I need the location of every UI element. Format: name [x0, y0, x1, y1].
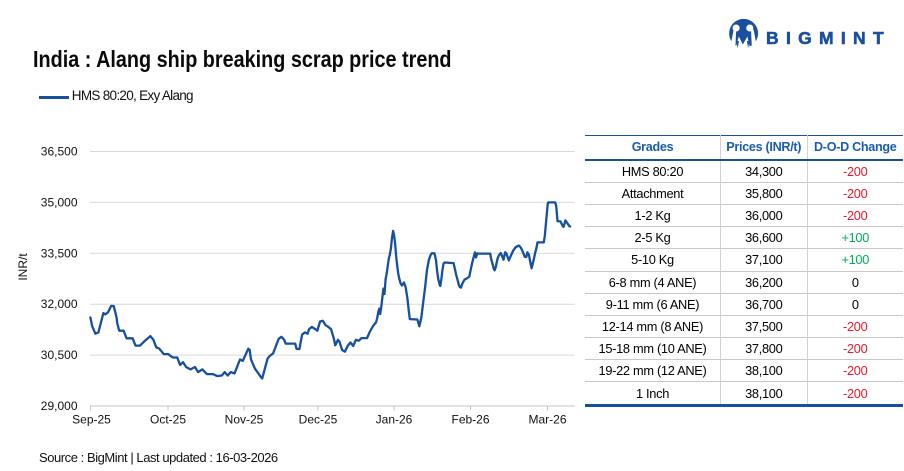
- svg-text:33,500: 33,500: [41, 246, 78, 260]
- svg-text:35,000: 35,000: [41, 195, 78, 209]
- svg-text:32,000: 32,000: [41, 297, 78, 311]
- svg-text:Jan-26: Jan-26: [376, 413, 413, 427]
- svg-text:Oct-25: Oct-25: [150, 413, 186, 427]
- svg-text:Sep-25: Sep-25: [72, 413, 111, 427]
- svg-text:29,000: 29,000: [41, 399, 78, 413]
- svg-text:Feb-26: Feb-26: [451, 413, 489, 427]
- svg-text:36,500: 36,500: [41, 145, 78, 159]
- svg-text:Nov-25: Nov-25: [225, 413, 264, 427]
- svg-text:INR/t: INR/t: [16, 253, 30, 281]
- svg-text:30,500: 30,500: [41, 348, 78, 362]
- svg-text:Mar-26: Mar-26: [528, 413, 566, 427]
- svg-text:Dec-25: Dec-25: [299, 413, 338, 427]
